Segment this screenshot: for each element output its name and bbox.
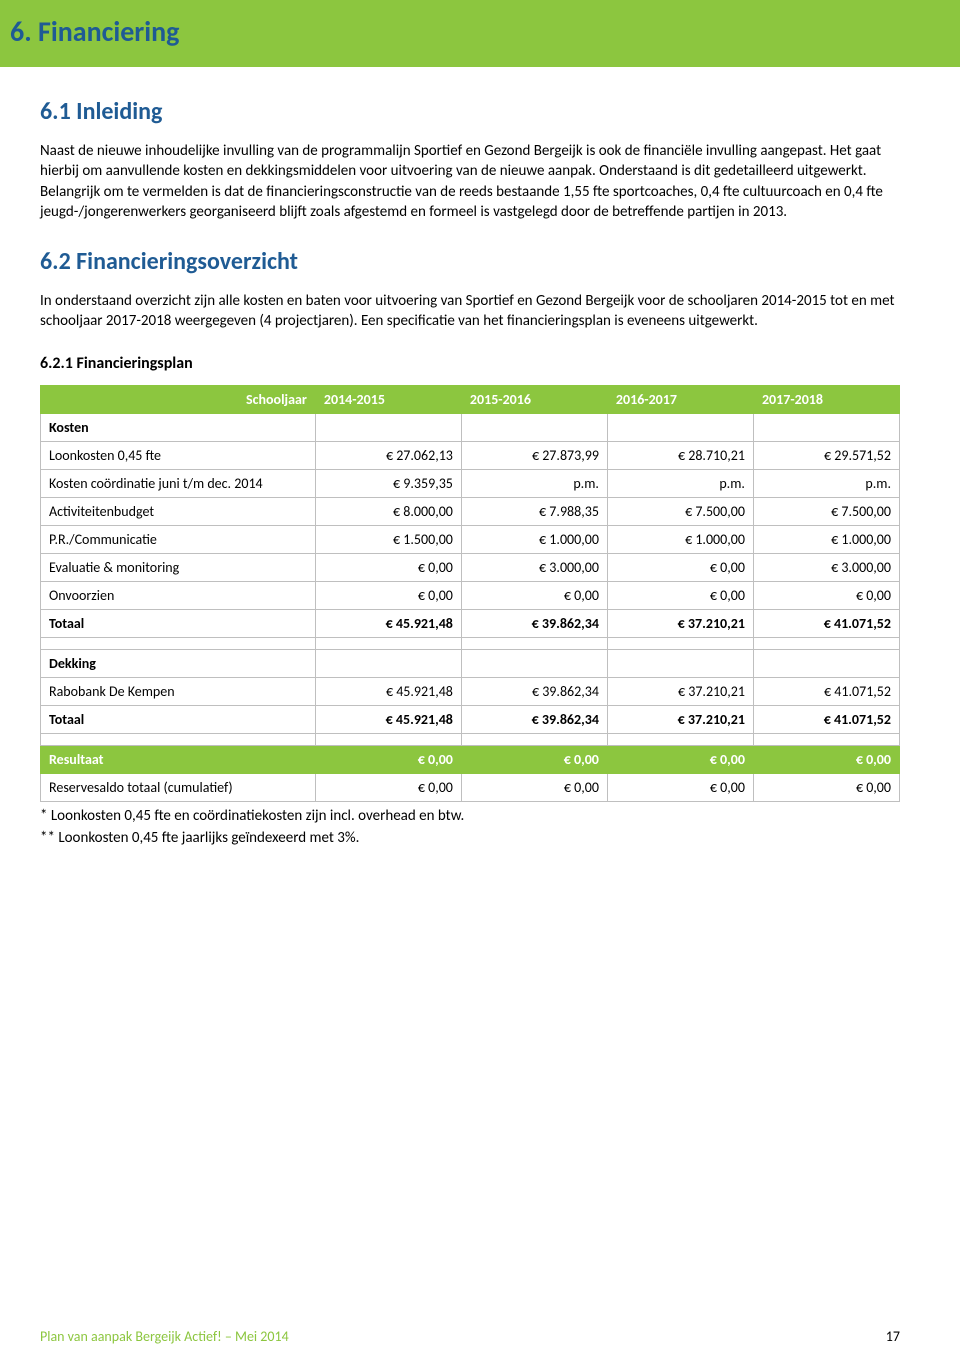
section-heading-3: 6.2.1 Financieringsplan bbox=[40, 354, 900, 373]
resultaat-row: Resultaat € 0,00 € 0,00 € 0,00 € 0,00 bbox=[41, 745, 900, 773]
chapter-banner: 6. Financiering bbox=[0, 0, 960, 67]
table-row: Activiteitenbudget € 8.000,00 € 7.988,35… bbox=[41, 497, 900, 525]
totaal-dekking-row: Totaal € 45.921,48 € 39.862,34 € 37.210,… bbox=[41, 705, 900, 733]
cell: € 1.000,00 bbox=[607, 525, 753, 553]
header-year-2: 2015-2016 bbox=[461, 385, 607, 413]
cell: € 41.071,52 bbox=[753, 705, 899, 733]
cell: € 37.210,21 bbox=[607, 677, 753, 705]
footer-doc-title: Plan van aanpak Bergeijk Actief! – Mei 2… bbox=[40, 1328, 289, 1345]
footer-page-number: 17 bbox=[886, 1328, 900, 1345]
cell: € 7.500,00 bbox=[753, 497, 899, 525]
row-label: Totaal bbox=[41, 609, 316, 637]
kosten-label: Kosten bbox=[41, 413, 316, 441]
cell: € 1.500,00 bbox=[315, 525, 461, 553]
table-row: P.R./Communicatie € 1.500,00 € 1.000,00 … bbox=[41, 525, 900, 553]
table-header-row: Schooljaar 2014-2015 2015-2016 2016-2017… bbox=[41, 385, 900, 413]
row-label: Rabobank De Kempen bbox=[41, 677, 316, 705]
row-label: Loonkosten 0,45 fte bbox=[41, 441, 316, 469]
row-label: Onvoorzien bbox=[41, 581, 316, 609]
section-2-paragraph: In onderstaand overzicht zijn alle koste… bbox=[40, 291, 900, 332]
cell: € 1.000,00 bbox=[461, 525, 607, 553]
table-row: Kosten coördinatie juni t/m dec. 2014 € … bbox=[41, 469, 900, 497]
cell: € 0,00 bbox=[315, 773, 461, 801]
spacer-row bbox=[41, 733, 900, 745]
cell: € 39.862,34 bbox=[461, 609, 607, 637]
dekking-section-row: Dekking bbox=[41, 649, 900, 677]
header-year-3: 2016-2017 bbox=[607, 385, 753, 413]
table-row: Evaluatie & monitoring € 0,00 € 3.000,00… bbox=[41, 553, 900, 581]
row-label: P.R./Communicatie bbox=[41, 525, 316, 553]
cell: € 45.921,48 bbox=[315, 705, 461, 733]
footnote-2: ** Loonkosten 0,45 fte jaarlijks geïndex… bbox=[40, 828, 900, 848]
cell: € 8.000,00 bbox=[315, 497, 461, 525]
cell: € 0,00 bbox=[461, 745, 607, 773]
cell: € 37.210,21 bbox=[607, 705, 753, 733]
cell: p.m. bbox=[607, 469, 753, 497]
cell: € 39.862,34 bbox=[461, 677, 607, 705]
chapter-title: 6. Financiering bbox=[10, 14, 950, 49]
section-heading-2: 6.2 Financieringsoverzicht bbox=[40, 247, 900, 276]
cell: € 41.071,52 bbox=[753, 677, 899, 705]
section-heading-1: 6.1 Inleiding bbox=[40, 97, 900, 126]
page-footer: Plan van aanpak Bergeijk Actief! – Mei 2… bbox=[40, 1328, 900, 1345]
cell: € 41.071,52 bbox=[753, 609, 899, 637]
cell: € 0,00 bbox=[315, 581, 461, 609]
header-year-4: 2017-2018 bbox=[753, 385, 899, 413]
spacer-row bbox=[41, 637, 900, 649]
cell: € 27.062,13 bbox=[315, 441, 461, 469]
cell: € 0,00 bbox=[607, 745, 753, 773]
cell: € 0,00 bbox=[607, 581, 753, 609]
cell: € 0,00 bbox=[753, 581, 899, 609]
row-label: Reservesaldo totaal (cumulatief) bbox=[41, 773, 316, 801]
cell: € 28.710,21 bbox=[607, 441, 753, 469]
cell: € 0,00 bbox=[607, 553, 753, 581]
dekking-label: Dekking bbox=[41, 649, 316, 677]
row-label: Activiteitenbudget bbox=[41, 497, 316, 525]
row-label: Totaal bbox=[41, 705, 316, 733]
section-1-paragraph: Naast de nieuwe inhoudelijke invulling v… bbox=[40, 141, 900, 222]
cell: € 3.000,00 bbox=[461, 553, 607, 581]
table-row: Onvoorzien € 0,00 € 0,00 € 0,00 € 0,00 bbox=[41, 581, 900, 609]
header-schooljaar: Schooljaar bbox=[41, 385, 316, 413]
page-content: 6.1 Inleiding Naast de nieuwe inhoudelij… bbox=[0, 97, 960, 848]
cell: € 0,00 bbox=[753, 773, 899, 801]
cell: € 0,00 bbox=[315, 745, 461, 773]
table-row: Rabobank De Kempen € 45.921,48 € 39.862,… bbox=[41, 677, 900, 705]
kosten-section-row: Kosten bbox=[41, 413, 900, 441]
cell: € 0,00 bbox=[315, 553, 461, 581]
table-row: Loonkosten 0,45 fte € 27.062,13 € 27.873… bbox=[41, 441, 900, 469]
totaal-kosten-row: Totaal € 45.921,48 € 39.862,34 € 37.210,… bbox=[41, 609, 900, 637]
reserve-row: Reservesaldo totaal (cumulatief) € 0,00 … bbox=[41, 773, 900, 801]
row-label: Evaluatie & monitoring bbox=[41, 553, 316, 581]
cell: € 3.000,00 bbox=[753, 553, 899, 581]
cell: € 0,00 bbox=[607, 773, 753, 801]
cell: € 27.873,99 bbox=[461, 441, 607, 469]
cell: € 1.000,00 bbox=[753, 525, 899, 553]
cell: € 9.359,35 bbox=[315, 469, 461, 497]
cell: p.m. bbox=[753, 469, 899, 497]
row-label: Kosten coördinatie juni t/m dec. 2014 bbox=[41, 469, 316, 497]
cell: € 7.500,00 bbox=[607, 497, 753, 525]
cell: € 0,00 bbox=[461, 773, 607, 801]
cell: € 37.210,21 bbox=[607, 609, 753, 637]
cell: € 0,00 bbox=[753, 745, 899, 773]
cell: p.m. bbox=[461, 469, 607, 497]
row-label: Resultaat bbox=[41, 745, 316, 773]
cell: € 7.988,35 bbox=[461, 497, 607, 525]
financieringsplan-table: Schooljaar 2014-2015 2015-2016 2016-2017… bbox=[40, 385, 900, 802]
footnote-1: * Loonkosten 0,45 fte en coördinatiekost… bbox=[40, 806, 900, 826]
header-year-1: 2014-2015 bbox=[315, 385, 461, 413]
cell: € 0,00 bbox=[461, 581, 607, 609]
cell: € 45.921,48 bbox=[315, 609, 461, 637]
cell: € 45.921,48 bbox=[315, 677, 461, 705]
cell: € 39.862,34 bbox=[461, 705, 607, 733]
cell: € 29.571,52 bbox=[753, 441, 899, 469]
